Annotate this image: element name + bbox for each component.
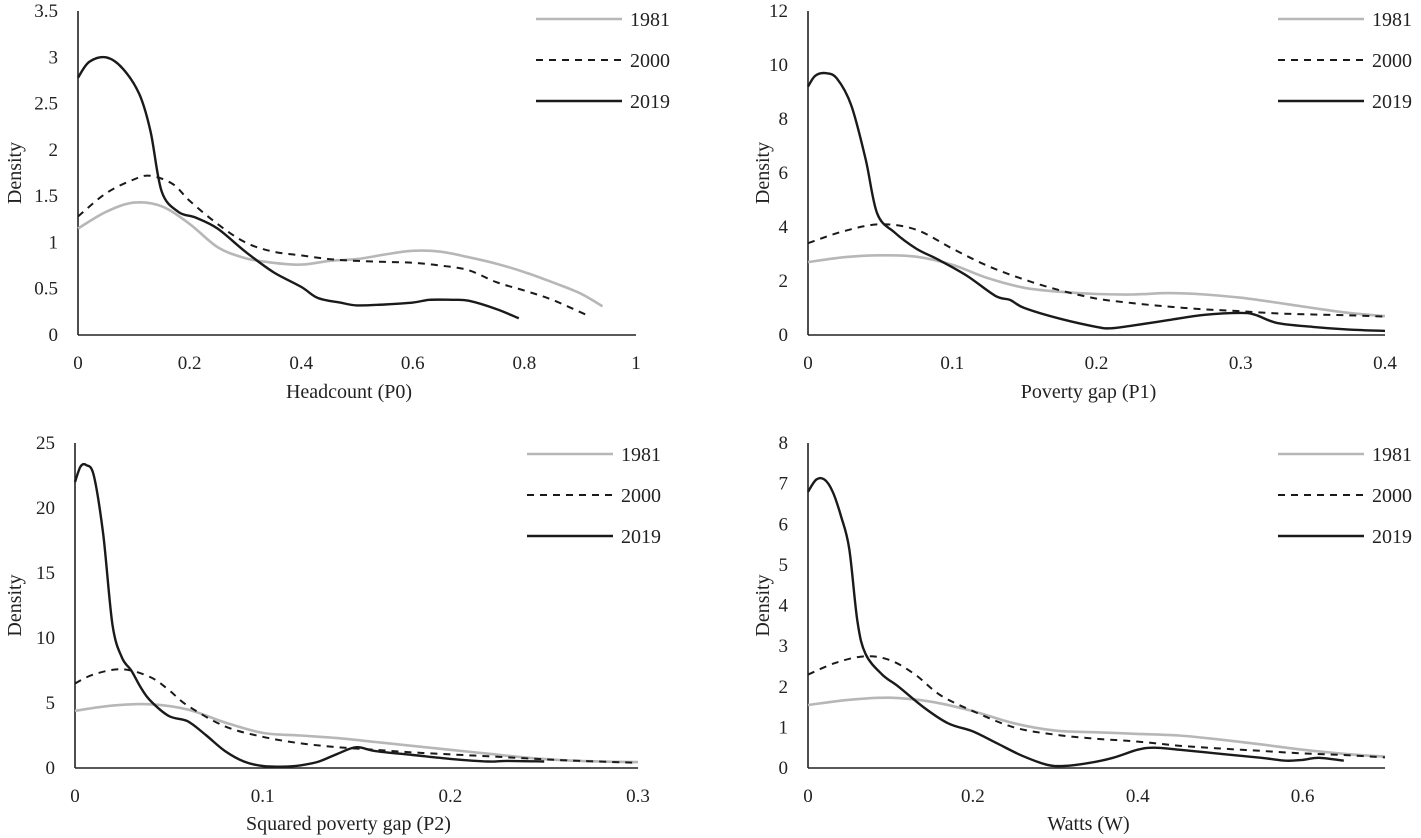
x-axis-label: Watts (W) (1047, 813, 1129, 835)
y-tick-label: 2 (779, 677, 789, 698)
y-tick-label: 10 (36, 628, 55, 649)
y-tick-label: 2 (49, 140, 59, 161)
y-axis-label: Density (4, 142, 26, 204)
x-tick-label: 0.2 (1085, 353, 1109, 374)
y-tick-label: 8 (779, 109, 789, 130)
x-tick-label: 0.2 (961, 786, 985, 807)
x-tick-label: 0.1 (251, 786, 275, 807)
y-axis-label: Density (752, 574, 774, 636)
y-tick-label: 3 (49, 47, 59, 68)
y-tick-label: 0.5 (34, 279, 58, 300)
x-tick-label: 0.3 (1229, 353, 1253, 374)
series-line-2019 (806, 476, 1344, 768)
x-tick-label: 0 (803, 786, 813, 807)
x-axis-label: Poverty gap (P1) (1021, 381, 1157, 403)
series-line-2000 (807, 655, 1386, 759)
x-tick-label: 0 (803, 353, 813, 374)
y-tick-label: 1 (49, 232, 59, 253)
legend-label-2019: 2019 (1372, 526, 1412, 548)
x-tick-label: 0.4 (1373, 353, 1397, 374)
y-axis-label: Density (752, 142, 774, 204)
y-tick-label: 25 (36, 433, 55, 454)
x-tick-label: 0.3 (626, 786, 650, 807)
y-tick-label: 8 (779, 433, 789, 454)
series-line-1981 (74, 702, 639, 764)
legend-label-2000: 2000 (621, 485, 661, 507)
legend-label-1981: 1981 (621, 444, 661, 466)
chart-panel-3: 0 0.1 0.2 0.3 0 5 10 15 20 25 Squared poverty gap … (4, 433, 661, 835)
series-line-2019 (76, 55, 520, 320)
y-tick-label: 10 (769, 55, 788, 76)
series-line-2000 (807, 223, 1386, 318)
legend-label-1981: 1981 (1372, 444, 1412, 466)
y-tick-label: 3.5 (34, 1, 58, 22)
legend-label-2019: 2019 (630, 91, 670, 113)
x-axis-label: Headcount (P0) (286, 381, 412, 403)
y-tick-label: 2.5 (34, 94, 58, 115)
x-tick-label: 0.8 (513, 353, 537, 374)
y-tick-label: 2 (779, 271, 789, 292)
y-tick-label: 20 (36, 498, 55, 519)
y-tick-label: 0 (49, 325, 59, 346)
x-tick-label: 0.6 (401, 353, 425, 374)
y-tick-label: 1.5 (34, 186, 58, 207)
y-tick-label: 6 (779, 163, 789, 184)
y-tick-label: 5 (779, 555, 789, 576)
y-tick-label: 5 (46, 693, 56, 714)
legend-label-2019: 2019 (621, 526, 661, 548)
legend-label-1981: 1981 (630, 9, 670, 31)
series-line-2000 (77, 174, 587, 316)
series-line-2000 (74, 668, 639, 764)
chart-panel-4: 0 0.2 0.4 0.6 0 1 2 3 4 5 6 7 8 Watts (W) Density 1981 2… (752, 433, 1412, 835)
chart-panel-2: 0 0.1 0.2 0.3 0.4 0 2 4 6 8 10 12 Poverty gap (P1) De… (752, 1, 1412, 403)
legend-label-2000: 2000 (630, 50, 670, 72)
x-tick-label: 0.4 (1126, 786, 1150, 807)
y-tick-label: 12 (769, 1, 788, 22)
x-tick-label: 0.4 (289, 353, 313, 374)
y-tick-label: 4 (779, 596, 789, 617)
x-tick-label: 0 (70, 786, 80, 807)
y-tick-label: 4 (779, 217, 789, 238)
y-tick-label: 7 (779, 474, 789, 495)
y-tick-label: 0 (779, 758, 789, 779)
y-tick-label: 0 (46, 758, 56, 779)
chart-panel-1: 0 0.2 0.4 0.6 0.8 1 0 0.5 1 1.5 2 2.5 3 3.5 Headcount … (4, 1, 670, 403)
x-tick-label: 0.6 (1291, 786, 1315, 807)
y-tick-label: 3 (779, 636, 789, 657)
x-tick-label: 0.2 (438, 786, 462, 807)
y-tick-label: 15 (36, 563, 55, 584)
y-axis-label: Density (4, 574, 26, 636)
series-line-1981 (807, 696, 1386, 758)
x-tick-label: 0.1 (940, 353, 964, 374)
series-line-2019 (73, 462, 545, 768)
legend-label-2000: 2000 (1372, 485, 1412, 507)
x-axis-label: Squared poverty gap (P2) (246, 813, 451, 835)
legend-label-2000: 2000 (1372, 50, 1412, 72)
legend-label-1981: 1981 (1372, 9, 1412, 31)
y-tick-label: 0 (779, 325, 789, 346)
x-tick-label: 0 (73, 353, 83, 374)
y-tick-label: 6 (779, 514, 789, 535)
x-tick-label: 1 (631, 353, 641, 374)
y-tick-label: 1 (779, 717, 789, 738)
legend-label-2019: 2019 (1372, 91, 1412, 113)
series-line-1981 (807, 253, 1386, 318)
x-tick-label: 0.2 (178, 353, 202, 374)
series-line-2019 (806, 71, 1386, 333)
